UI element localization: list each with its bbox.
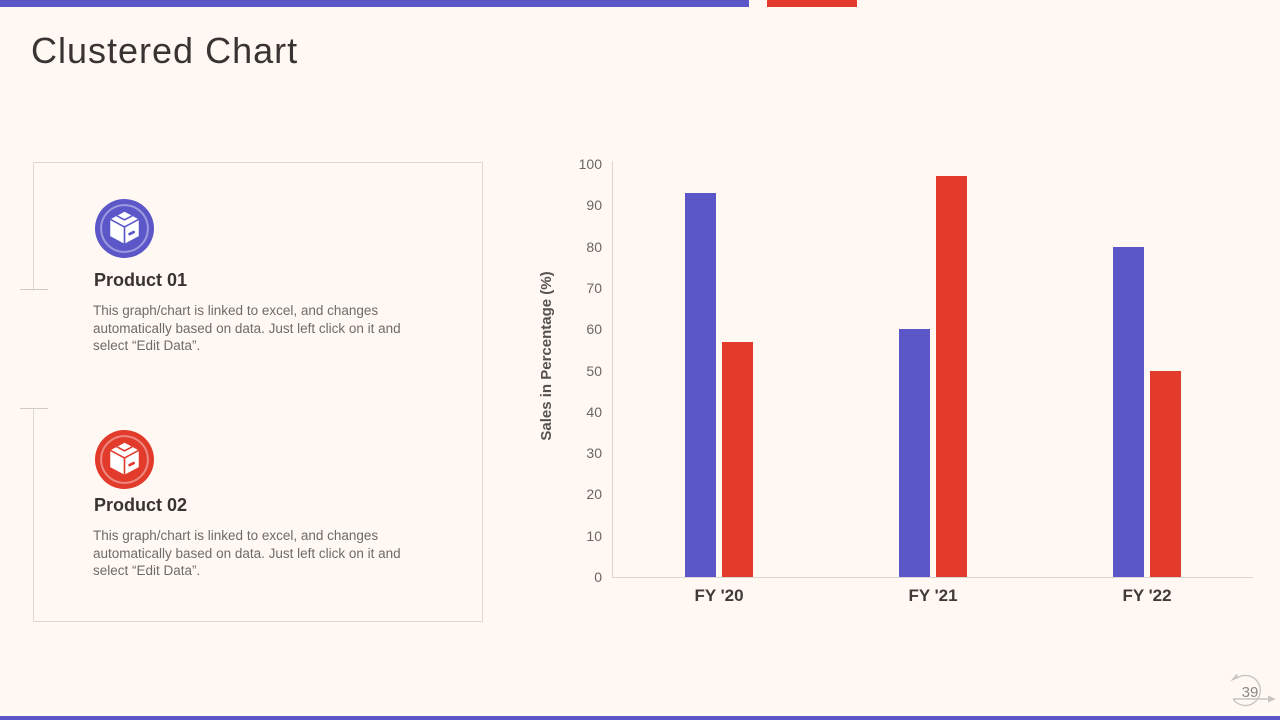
y-tick-label: 100 [578,156,602,172]
y-tick-label: 90 [586,197,602,214]
y-tick-label: 70 [586,279,602,296]
y-tick-label: 50 [586,362,602,379]
top-accent-bar-blue [0,0,749,7]
product-1-name: Product 01 [94,270,188,290]
x-axis-label: FY '22 [1122,586,1172,605]
y-tick-label: 40 [586,403,602,420]
y-axis-title: Sales in Percentage (%) [538,271,555,441]
package-box-icon [95,199,154,258]
legend-card-border-gap [31,291,35,408]
x-axis-label: FY '20 [694,586,744,605]
card-tick-mark-bottom [20,408,48,409]
y-tick-label: 10 [586,527,602,544]
y-tick-label: 30 [586,445,602,462]
card-tick-mark-top [20,289,48,290]
loop-arrow-icon [1230,673,1276,707]
y-tick-label: 20 [586,486,602,503]
y-tick-label: 80 [586,238,602,255]
top-accent-bar-red [767,0,857,7]
y-tick-label: 60 [586,321,602,338]
x-axis-line [612,577,1253,578]
package-box-icon [95,430,154,489]
product-2-name: Product 02 [94,495,188,515]
product-1-description: This graph/chart is linked to excel, and… [93,303,401,353]
x-axis-label: FY '21 [908,586,958,605]
page-title: Clustered Chart [31,30,299,71]
bar-product-01-FY20 [685,192,716,577]
bar-product-01-FY21 [899,329,930,577]
y-tick-label: 0 [594,569,602,585]
bar-product-02-FY21 [936,176,967,577]
bottom-accent-bar [0,716,1280,720]
product-2-description: This graph/chart is linked to excel, and… [93,528,401,578]
y-axis-line [612,161,613,577]
bar-product-01-FY22 [1113,246,1144,577]
page-number: 39 [1241,684,1259,701]
bar-product-02-FY22 [1150,370,1181,577]
bar-product-02-FY20 [722,341,753,577]
